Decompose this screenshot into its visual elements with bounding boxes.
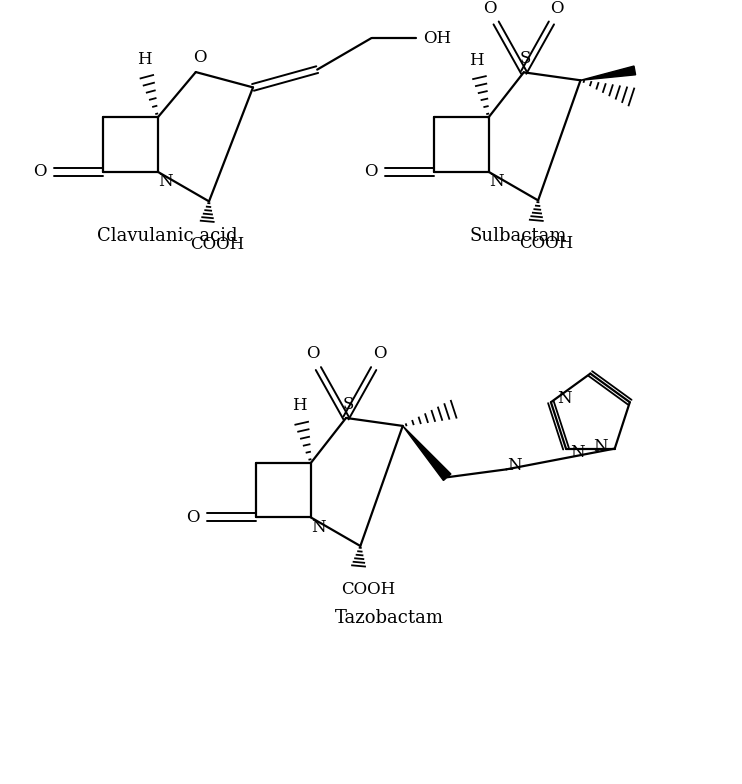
- Text: H: H: [292, 397, 306, 414]
- Text: O: O: [372, 345, 387, 362]
- Text: OH: OH: [424, 30, 452, 46]
- Text: O: O: [193, 49, 206, 66]
- Text: Clavulanic acid: Clavulanic acid: [97, 227, 238, 245]
- Text: Tazobactam: Tazobactam: [335, 609, 444, 627]
- Text: H: H: [470, 52, 484, 69]
- Text: COOH: COOH: [190, 236, 244, 253]
- Text: N: N: [158, 173, 173, 191]
- Polygon shape: [403, 426, 451, 481]
- Text: N: N: [507, 457, 522, 474]
- Text: Sulbactam: Sulbactam: [470, 227, 567, 245]
- Text: N: N: [312, 519, 326, 535]
- Text: O: O: [306, 345, 319, 362]
- Text: S: S: [342, 396, 354, 412]
- Text: N: N: [594, 438, 608, 456]
- Text: O: O: [484, 0, 497, 16]
- Text: O: O: [364, 163, 378, 180]
- Text: N: N: [489, 173, 504, 191]
- Text: S: S: [520, 50, 531, 67]
- Text: O: O: [186, 509, 200, 526]
- Text: O: O: [33, 163, 47, 180]
- Text: H: H: [137, 51, 151, 67]
- Text: COOH: COOH: [519, 235, 573, 252]
- Text: O: O: [551, 0, 564, 16]
- Text: N: N: [557, 390, 572, 407]
- Text: COOH: COOH: [341, 581, 395, 598]
- Polygon shape: [580, 66, 636, 80]
- Text: N: N: [571, 444, 585, 461]
